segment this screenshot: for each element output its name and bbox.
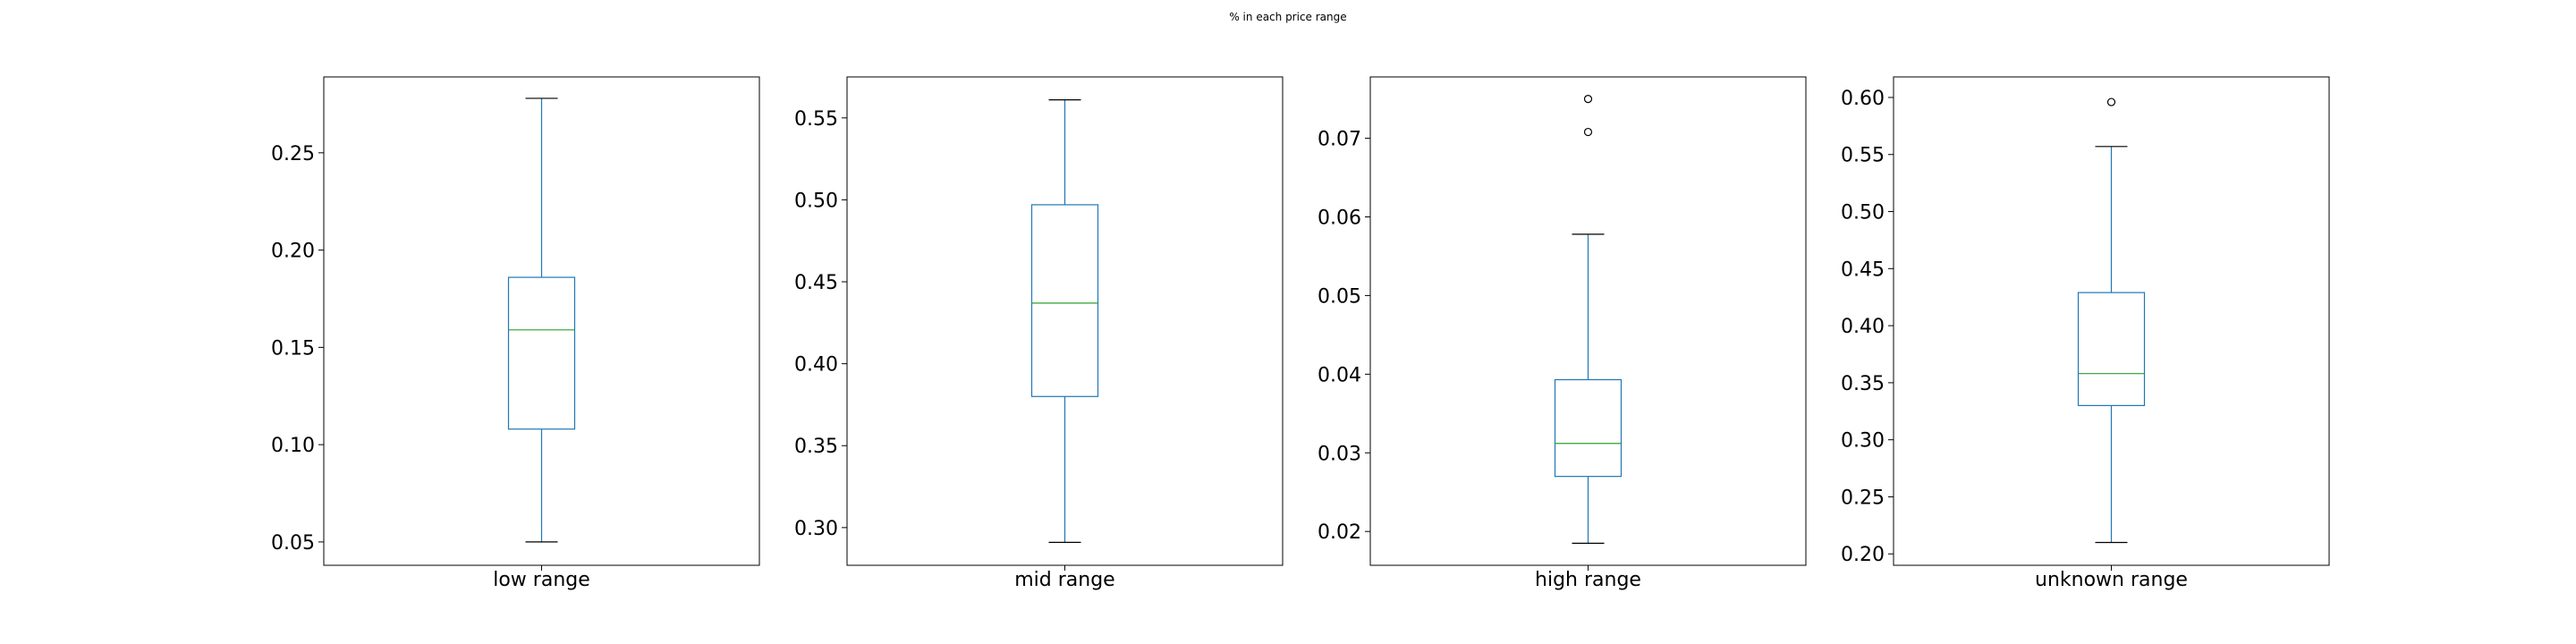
subplot-4: 0.20 0.25 0.30 0.35 0.40 0.45 0.50 0.55 0.60 unkn… <box>1841 76 2330 591</box>
iqr-box <box>1030 204 1099 397</box>
y-tick-label: 0.50 <box>1841 202 1885 225</box>
subplot-1: 0.05 0.10 0.15 0.20 0.25 low range <box>271 76 760 591</box>
outlier-point <box>1583 95 1593 104</box>
y-tick-label: 0.15 <box>271 337 315 360</box>
iqr-box <box>2077 292 2146 407</box>
iqr-box <box>1554 378 1623 478</box>
y-tick-label: 0.35 <box>1841 373 1885 395</box>
y-tick-label: 0.05 <box>1318 285 1361 308</box>
x-category-label: high range <box>1535 569 1641 591</box>
y-tick-label: 0.55 <box>794 108 838 131</box>
y-tick-label: 0.55 <box>1841 145 1885 167</box>
y-tick-label: 0.06 <box>1318 208 1361 230</box>
y-tick-label: 0.30 <box>794 518 838 540</box>
subplot-3: 0.02 0.03 0.04 0.05 0.06 0.07 high range <box>1318 76 1807 591</box>
y-tick-label: 0.05 <box>271 532 315 555</box>
x-category-label: low range <box>493 569 590 591</box>
y-tick-label: 0.20 <box>271 241 315 263</box>
y-tick-label: 0.07 <box>1318 129 1361 151</box>
y-tick-label: 0.40 <box>1841 316 1885 338</box>
y-tick-label: 0.02 <box>1318 521 1361 544</box>
y-tick-label: 0.35 <box>794 436 838 458</box>
subplot-2: 0.30 0.35 0.40 0.45 0.50 0.55 mid range <box>794 76 1284 591</box>
y-tick-label: 0.25 <box>1841 487 1885 509</box>
outlier-point <box>2106 97 2116 106</box>
iqr-box <box>507 276 576 430</box>
y-tick-label: 0.04 <box>1318 364 1361 386</box>
y-tick-label: 0.50 <box>794 190 838 212</box>
x-category-label: mid range <box>1014 569 1114 591</box>
y-tick-label: 0.40 <box>794 354 838 377</box>
figure-suptitle: % in each price range <box>1229 11 1346 23</box>
y-tick-label: 0.03 <box>1318 443 1361 465</box>
subplot-panels: 0.05 0.10 0.15 0.20 0.25 low range 0.30 0.35 0.4… <box>271 76 2330 591</box>
y-tick-label: 0.20 <box>1841 544 1885 566</box>
y-tick-label: 0.30 <box>1841 430 1885 453</box>
y-tick-label: 0.25 <box>271 143 315 165</box>
y-tick-label: 0.45 <box>1841 258 1885 281</box>
y-tick-label: 0.10 <box>271 435 315 457</box>
y-tick-label: 0.60 <box>1841 88 1885 110</box>
y-tick-label: 0.45 <box>794 272 838 294</box>
x-category-label: unknown range <box>2035 569 2188 591</box>
outlier-point <box>1583 127 1593 137</box>
